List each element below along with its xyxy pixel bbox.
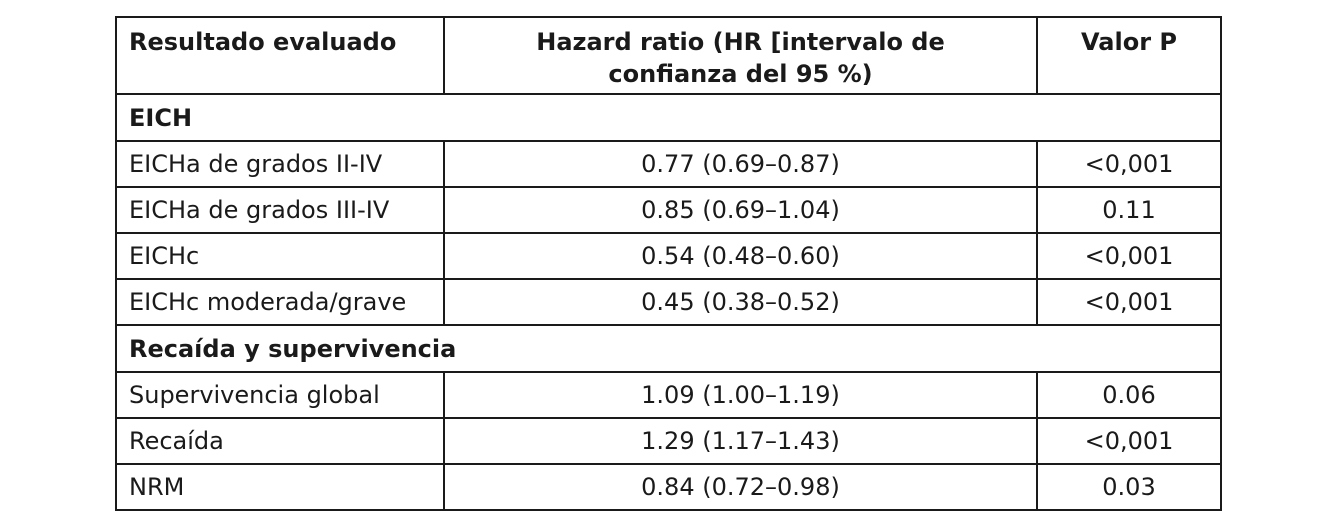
section-row-eich: EICH [115, 93, 1222, 142]
outcome-cell: NRM [115, 463, 445, 511]
hr-cell: 1.09 (1.00–1.19) [443, 371, 1038, 419]
table-row: EICHa de grados III-IV 0.85 (0.69–1.04) … [115, 186, 1222, 234]
table-row: NRM 0.84 (0.72–0.98) 0.03 [115, 463, 1222, 511]
table-row: Supervivencia global 1.09 (1.00–1.19) 0.… [115, 371, 1222, 419]
p-value-cell: 0.11 [1036, 186, 1222, 234]
outcome-cell: Recaída [115, 417, 445, 465]
outcome-cell: EICHa de grados III-IV [115, 186, 445, 234]
results-table: Resultado evaluado Hazard ratio (HR [int… [115, 16, 1222, 511]
hr-cell: 0.84 (0.72–0.98) [443, 463, 1038, 511]
section-title: EICH [115, 93, 1222, 142]
hr-cell: 1.29 (1.17–1.43) [443, 417, 1038, 465]
p-value-cell: <0,001 [1036, 140, 1222, 188]
p-value-cell: 0.06 [1036, 371, 1222, 419]
p-value-cell: <0,001 [1036, 232, 1222, 280]
header-hr-line2: confianza del 95 %) [608, 60, 873, 88]
header-hazard-ratio: Hazard ratio (HR [intervalo de confianza … [443, 16, 1038, 95]
hr-cell: 0.85 (0.69–1.04) [443, 186, 1038, 234]
header-p-value: Valor P [1036, 16, 1222, 95]
outcome-cell: EICHc [115, 232, 445, 280]
p-value-cell: <0,001 [1036, 278, 1222, 326]
p-value-cell: 0.03 [1036, 463, 1222, 511]
hr-cell: 0.54 (0.48–0.60) [443, 232, 1038, 280]
header-outcome: Resultado evaluado [115, 16, 445, 95]
table-row: EICHc 0.54 (0.48–0.60) <0,001 [115, 232, 1222, 280]
outcome-cell: EICHa de grados II-IV [115, 140, 445, 188]
hr-cell: 0.45 (0.38–0.52) [443, 278, 1038, 326]
outcome-cell: Supervivencia global [115, 371, 445, 419]
table-row: EICHa de grados II-IV 0.77 (0.69–0.87) <… [115, 140, 1222, 188]
header-hr-line1: Hazard ratio (HR [intervalo de [536, 28, 945, 56]
section-row-relapse-survival: Recaída y supervivencia [115, 324, 1222, 373]
header-row: Resultado evaluado Hazard ratio (HR [int… [115, 16, 1222, 95]
p-value-cell: <0,001 [1036, 417, 1222, 465]
table-row: Recaída 1.29 (1.17–1.43) <0,001 [115, 417, 1222, 465]
outcome-cell: EICHc moderada/grave [115, 278, 445, 326]
table-row: EICHc moderada/grave 0.45 (0.38–0.52) <0… [115, 278, 1222, 326]
hr-cell: 0.77 (0.69–0.87) [443, 140, 1038, 188]
section-title: Recaída y supervivencia [115, 324, 1222, 373]
